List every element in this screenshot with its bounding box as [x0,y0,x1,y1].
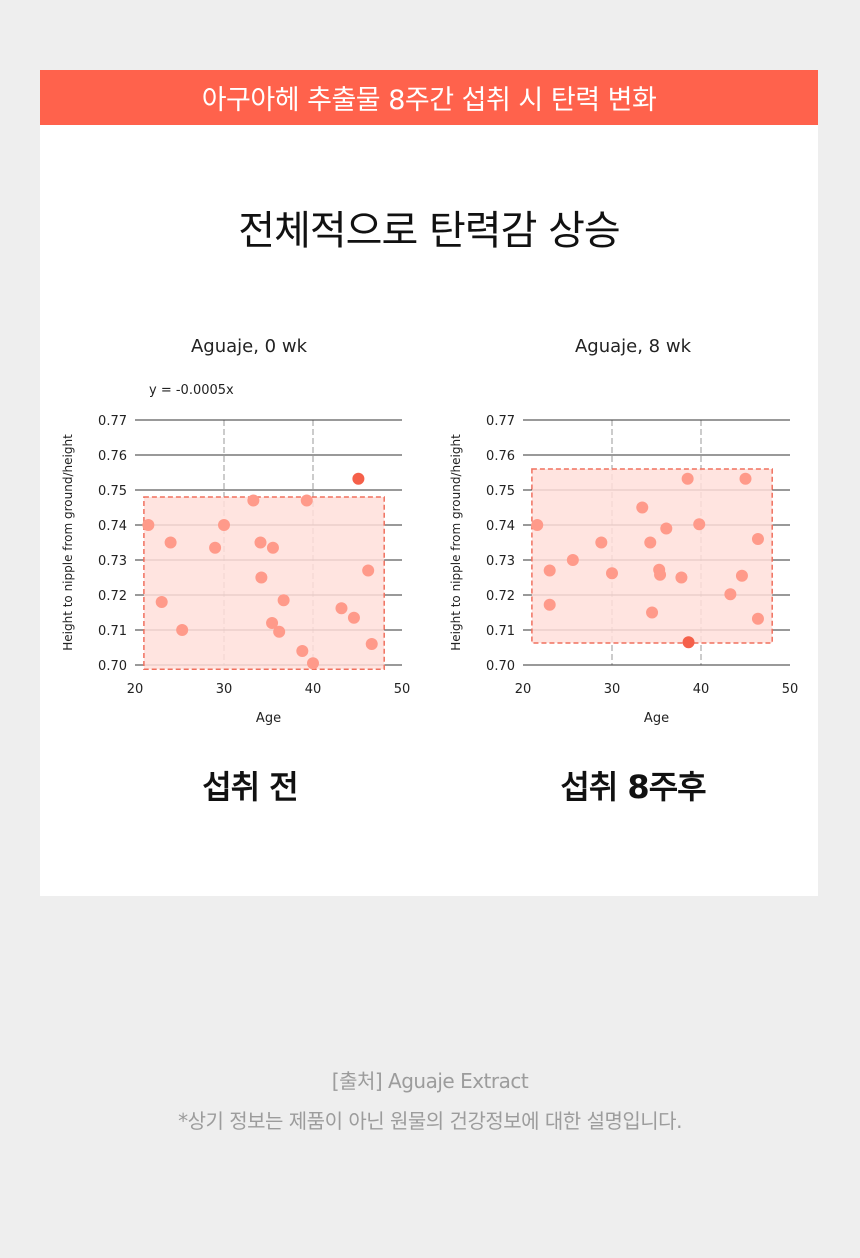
y-axis-label: Height to nipple from ground/height [449,434,463,651]
caption-before: 섭취 전 [202,768,298,806]
data-point [307,657,319,670]
data-point [266,617,279,629]
data-point [751,612,764,625]
data-point [636,501,649,514]
data-point [735,569,748,582]
highlighted-data-point [682,636,695,649]
data-point [606,567,618,580]
data-point [266,541,279,554]
data-point [273,625,286,638]
y-axis-label: Height to nipple from ground/height [61,434,75,651]
data-point [693,518,706,531]
x-axis-label: Age [256,711,281,726]
x-tick-label: 40 [693,682,710,697]
data-point [739,472,752,485]
data-point [543,564,556,577]
data-point [255,571,268,584]
scatter-charts: Aguaje, 0 wk y = -0.0005x 0.70 0.71 0.72 0.73… [61,336,799,726]
x-tick-label: 20 [127,682,144,697]
x-tick-label: 40 [305,682,322,697]
x-tick-label: 50 [782,682,799,697]
headline: 전체적으로 탄력감 상승 [238,208,620,254]
footer-disclaimer: *상기 정보는 제품이 아닌 원물의 건강정보에 대한 설명입니다. [178,1109,682,1133]
data-point [218,519,230,531]
data-point [644,536,657,549]
data-point [362,564,375,577]
y-tick-label: 0.73 [486,554,515,569]
data-point [531,519,544,531]
data-point [660,522,673,535]
x-tick-label: 50 [394,682,411,697]
data-point [277,594,290,607]
data-point [247,494,260,507]
highlighted-data-point [352,472,365,485]
data-point [296,645,309,657]
y-tick-label: 0.74 [486,519,515,534]
data-point [335,602,348,615]
y-tick-label: 0.77 [486,414,515,429]
data-point [365,638,378,650]
y-tick-label: 0.75 [486,484,515,499]
data-point [566,554,579,566]
highlight-region [143,496,385,670]
data-point [646,606,659,619]
x-axis-label: Age [644,711,669,726]
banner-title: 아구아헤 추출물 8주간 섭취 시 탄력 변화 [201,85,657,116]
y-tick-label: 0.71 [486,624,515,639]
data-point [155,596,168,608]
y-tick-label: 0.70 [98,659,127,674]
x-tick-label: 20 [515,682,532,697]
data-point [543,598,556,611]
data-point [654,568,667,581]
title-banner: 아구아헤 추출물 8주간 섭취 시 탄력 변화 [40,70,818,125]
y-tick-label: 0.76 [486,449,515,464]
data-point [254,536,267,549]
data-point [176,624,189,636]
data-point [675,571,688,584]
y-tick-label: 0.75 [98,484,127,499]
data-point [300,494,313,507]
data-point [681,472,694,485]
chart-title: Aguaje, 8 wk [575,336,692,357]
x-tick-label: 30 [604,682,621,697]
data-point [209,541,222,554]
y-tick-label: 0.71 [98,624,127,639]
data-point [142,519,155,531]
y-tick-label: 0.72 [486,589,515,604]
data-point [751,533,764,545]
y-tick-label: 0.72 [98,589,127,604]
data-point [595,536,608,549]
y-tick-label: 0.77 [98,414,127,429]
y-tick-label: 0.76 [98,449,127,464]
y-tick-label: 0.74 [98,519,127,534]
regression-equation: y = -0.0005x [149,383,234,398]
y-tick-label: 0.73 [98,554,127,569]
x-tick-label: 30 [216,682,233,697]
chart-title: Aguaje, 0 wk [191,336,308,357]
y-tick-label: 0.70 [486,659,515,674]
data-point [724,588,737,601]
caption-after: 섭취 8주후 [560,768,706,806]
data-point [164,536,177,549]
footer-source: [출처] Aguaje Extract [331,1069,529,1093]
data-point [347,611,360,624]
